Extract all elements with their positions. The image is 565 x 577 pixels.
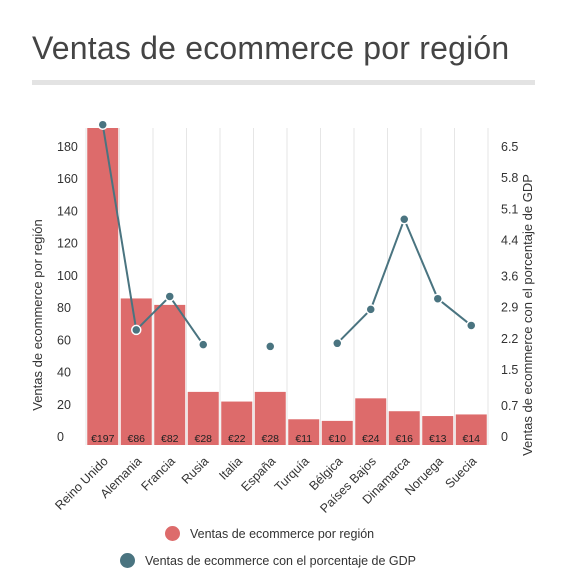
left-axis-ticks: 0 20 40 60 80 100 120 140 160 180 bbox=[57, 140, 78, 444]
bar bbox=[355, 398, 387, 445]
line-point bbox=[131, 324, 142, 336]
left-tick-label: 120 bbox=[57, 237, 78, 251]
line-point bbox=[97, 119, 108, 130]
bar-data-label: €197 bbox=[91, 433, 115, 445]
line-point bbox=[332, 338, 343, 349]
legend-item-line: Ventas de ecommerce con el porcentaje de… bbox=[120, 553, 416, 568]
line-segment bbox=[336, 216, 472, 345]
bar bbox=[455, 414, 487, 445]
x-tick-label: Reino Unido bbox=[52, 454, 111, 513]
bar-data-label: €22 bbox=[228, 433, 246, 445]
line-point bbox=[466, 320, 477, 331]
right-tick-label: 1.5 bbox=[501, 363, 518, 377]
left-tick-label: 40 bbox=[57, 366, 71, 380]
bar bbox=[254, 391, 286, 445]
right-tick-label: 0.7 bbox=[501, 399, 518, 413]
bar-data-label: €10 bbox=[328, 433, 346, 445]
bar-series bbox=[87, 128, 487, 445]
bar-data-label: €86 bbox=[127, 433, 145, 445]
right-tick-label: 0 bbox=[501, 430, 508, 444]
x-tick-label: Francia bbox=[138, 454, 177, 493]
legend-label-line: Ventas de ecommerce con el porcentaje de… bbox=[145, 553, 416, 568]
x-tick-label: Suecia bbox=[442, 454, 479, 491]
bar bbox=[87, 128, 119, 445]
left-tick-label: 160 bbox=[57, 172, 78, 186]
left-tick-label: 0 bbox=[57, 430, 64, 444]
line-series bbox=[97, 119, 477, 352]
line-segment bbox=[101, 124, 205, 346]
title-divider bbox=[32, 80, 535, 85]
bar bbox=[288, 419, 320, 445]
bar bbox=[221, 401, 253, 445]
grid-lines bbox=[85, 128, 489, 445]
right-tick-label: 2.9 bbox=[501, 301, 518, 315]
bar-data-label: €82 bbox=[161, 433, 179, 445]
legend-item-bar: Ventas de ecommerce por región bbox=[165, 526, 374, 541]
line-point bbox=[365, 304, 376, 315]
line-point bbox=[432, 293, 443, 304]
bar-data-label: €24 bbox=[362, 433, 380, 445]
bar bbox=[187, 391, 219, 445]
bar bbox=[388, 411, 420, 445]
bar-data-labels: €197 €86 €82 €28 €22 €28 €11 €10 €24 €16 €13 €14 bbox=[91, 433, 480, 445]
left-axis-label: Ventas de ecommerce por región bbox=[30, 219, 45, 411]
x-tick-label: Turquía bbox=[272, 454, 312, 494]
right-tick-label: 5.8 bbox=[501, 171, 518, 185]
right-tick-label: 5.1 bbox=[501, 202, 518, 216]
legend-swatch-line bbox=[120, 553, 135, 568]
line-point bbox=[164, 291, 175, 302]
x-tick-label: España bbox=[238, 454, 278, 494]
legend-label-bar: Ventas de ecommerce por región bbox=[190, 526, 375, 541]
bar-data-label: €11 bbox=[295, 433, 312, 445]
bar bbox=[422, 416, 454, 445]
right-axis-ticks: 0 0.7 1.5 2.2 2.9 3.6 4.4 5.1 5.8 6.5 bbox=[501, 140, 518, 444]
left-tick-label: 140 bbox=[57, 204, 78, 218]
line-point bbox=[198, 339, 209, 350]
right-tick-label: 4.4 bbox=[501, 234, 518, 248]
bar-data-label: €16 bbox=[395, 433, 413, 445]
bar bbox=[321, 420, 353, 445]
bar-data-label: €28 bbox=[261, 433, 279, 445]
right-tick-label: 6.5 bbox=[501, 140, 518, 154]
bar-data-label: €13 bbox=[429, 433, 447, 445]
bar bbox=[154, 304, 186, 445]
bar bbox=[120, 298, 152, 445]
chart-title: Ventas de ecommerce por región bbox=[32, 30, 510, 66]
left-tick-label: 20 bbox=[57, 398, 71, 412]
x-tick-label: Rusia bbox=[179, 454, 212, 487]
x-tick-label: Italia bbox=[216, 454, 245, 483]
left-tick-label: 180 bbox=[57, 140, 78, 154]
bar-data-label: €28 bbox=[194, 433, 212, 445]
right-axis-label: Ventas de ecommerce con el porcentaje de… bbox=[520, 174, 535, 456]
legend-swatch-bar bbox=[165, 526, 180, 541]
bar-data-label: €14 bbox=[462, 433, 480, 445]
right-tick-label: 3.6 bbox=[501, 269, 518, 283]
left-tick-label: 60 bbox=[57, 333, 71, 347]
left-tick-label: 100 bbox=[57, 269, 78, 283]
line-point bbox=[265, 341, 276, 352]
line-point bbox=[399, 214, 410, 225]
left-tick-label: 80 bbox=[57, 301, 71, 315]
right-tick-label: 2.2 bbox=[501, 332, 518, 346]
